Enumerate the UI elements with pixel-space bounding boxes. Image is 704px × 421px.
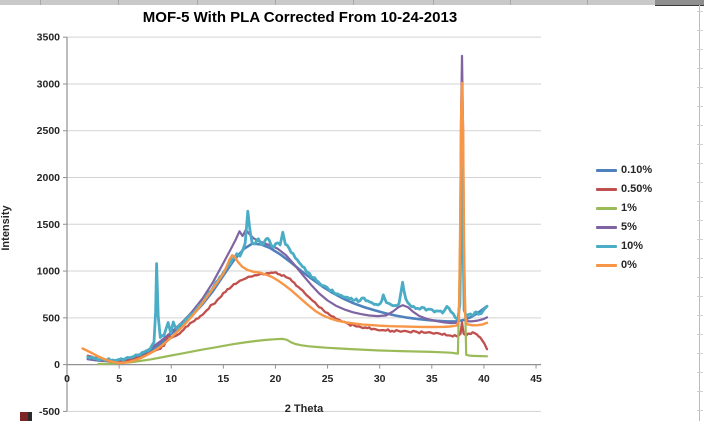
row-separator-tick <box>697 182 703 183</box>
column-separator <box>510 0 511 5</box>
y-tick-label-1500: 1500 <box>37 219 61 231</box>
row-separator-tick <box>697 277 703 278</box>
row-separator-tick <box>697 391 703 392</box>
legend-item[interactable]: 5% <box>596 218 652 237</box>
legend-label: 1% <box>621 202 637 214</box>
column-separator <box>118 0 119 5</box>
window-corner-fragment <box>20 412 32 421</box>
y-tick-label-3000: 3000 <box>37 78 61 90</box>
row-separator-tick <box>697 410 703 411</box>
legend-line-swatch <box>596 245 617 248</box>
legend-label: 10% <box>621 240 644 252</box>
y-tick-label-0: 0 <box>54 359 60 371</box>
x-tick-label-30: 30 <box>374 373 386 385</box>
row-separator-tick <box>697 201 703 202</box>
series-line-10%[interactable] <box>86 166 489 363</box>
legend-label: 5% <box>621 221 637 233</box>
legend-item[interactable]: 0% <box>596 256 652 275</box>
row-separator-tick <box>697 315 703 316</box>
x-tick-label-35: 35 <box>426 373 438 385</box>
x-tick-label-5: 5 <box>116 373 122 385</box>
x-tick-label-15: 15 <box>218 373 230 385</box>
column-separator <box>40 0 41 5</box>
y-tick-label-3500: 3500 <box>37 32 61 44</box>
y-tick-label-2000: 2000 <box>37 172 61 184</box>
header-dark-segment <box>655 0 704 6</box>
series-line-0%[interactable] <box>81 81 489 365</box>
y-tick-label-2500: 2500 <box>37 125 61 137</box>
series-line-0.10%[interactable] <box>86 242 489 363</box>
x-tick-label-10: 10 <box>165 373 177 385</box>
legend-label: 0% <box>621 259 637 271</box>
x-tick-label-25: 25 <box>322 373 334 385</box>
x-tick-label-20: 20 <box>270 373 282 385</box>
series-line-5%[interactable] <box>86 54 489 362</box>
sheet-right-border <box>699 5 700 421</box>
row-separator-tick <box>697 125 703 126</box>
row-separator-tick <box>697 144 703 145</box>
row-separator-tick <box>697 106 703 107</box>
legend-label: 0.10% <box>621 164 653 176</box>
column-separator <box>353 0 354 5</box>
row-separator-tick <box>697 11 703 12</box>
legend-line-swatch <box>596 226 617 229</box>
chart-legend: 0.10% 0.50% 1% 5% 10% 0% <box>596 161 652 275</box>
x-tick-label-40: 40 <box>478 373 490 385</box>
column-header-strip <box>0 0 704 6</box>
row-separator-tick <box>697 239 703 240</box>
legend-line-swatch <box>596 169 617 172</box>
row-separator-tick <box>697 163 703 164</box>
legend-line-swatch <box>596 264 617 267</box>
column-separator <box>275 0 276 5</box>
y-tick-label-500: 500 <box>42 312 60 324</box>
legend-item[interactable]: 10% <box>596 237 652 256</box>
chart-title: MOF-5 With PLA Corrected From 10-24-2013 <box>142 9 458 26</box>
legend-label: 0.50% <box>621 183 653 195</box>
legend-item[interactable]: 0.50% <box>596 180 652 199</box>
y-tick-label-1000: 1000 <box>37 266 61 278</box>
x-axis-title: 2 Theta <box>284 403 324 415</box>
chart-canvas[interactable]: -500 0 500 1000 1500 2000 2500 3000 3500 0 5 10 15 20… <box>0 0 600 421</box>
row-separator-tick <box>697 87 703 88</box>
row-separator-tick <box>697 49 703 50</box>
row-separator-tick <box>697 334 703 335</box>
row-separator-tick <box>697 258 703 259</box>
row-separator-tick <box>697 372 703 373</box>
legend-line-swatch <box>596 207 617 210</box>
legend-line-swatch <box>596 188 617 191</box>
row-separator-tick <box>697 220 703 221</box>
y-axis-title: Intensity <box>0 205 12 251</box>
column-separator <box>433 0 434 5</box>
x-tick-label-0: 0 <box>64 373 70 385</box>
row-separator-tick <box>697 68 703 69</box>
y-tick-label--500: -500 <box>39 406 60 418</box>
row-separator-tick <box>697 30 703 31</box>
legend-item[interactable]: 0.10% <box>596 161 652 180</box>
legend-item[interactable]: 1% <box>596 199 652 218</box>
column-separator <box>587 0 588 5</box>
x-tick-label-45: 45 <box>530 373 542 385</box>
row-separator-tick <box>697 296 703 297</box>
row-separator-tick <box>697 353 703 354</box>
column-separator <box>197 0 198 5</box>
